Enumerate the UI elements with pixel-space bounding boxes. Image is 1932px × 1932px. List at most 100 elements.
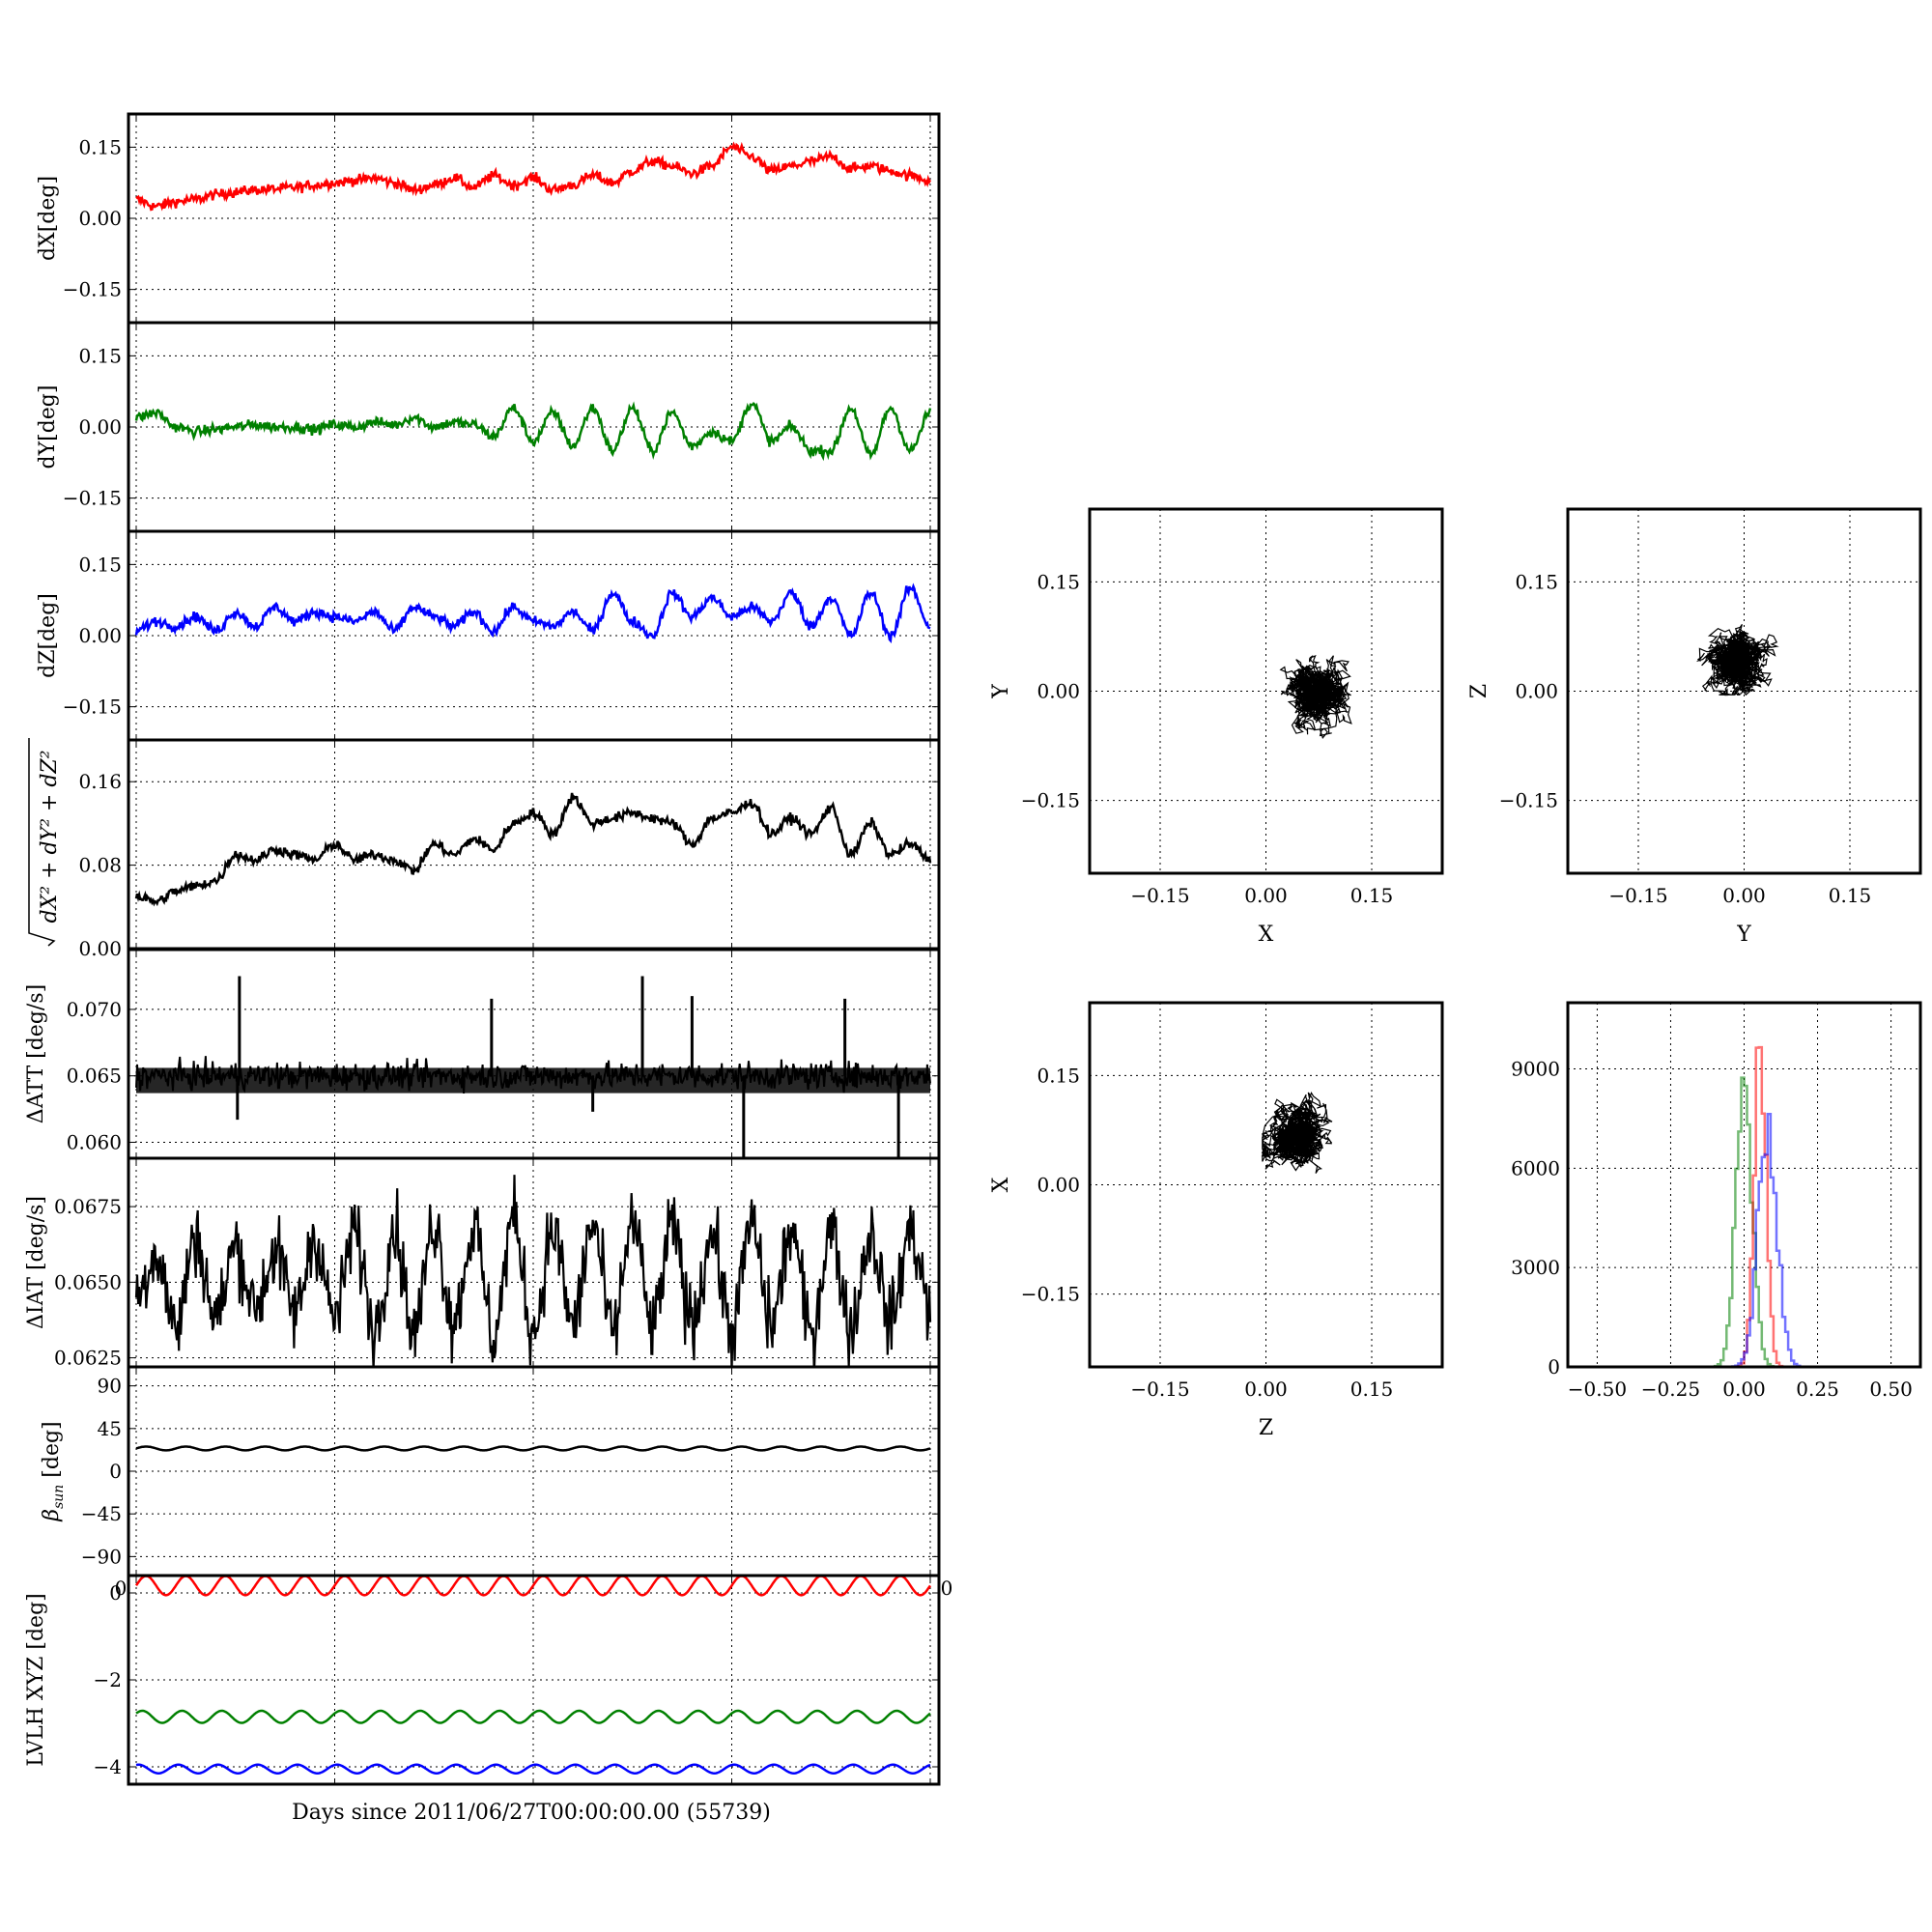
sqrt-symbol <box>28 738 56 947</box>
y-tick-label: −0.15 <box>1499 789 1558 812</box>
x-tick-label: 0.50 <box>1869 1378 1913 1401</box>
y-tick-label: −2 <box>94 1668 122 1691</box>
axes-frame <box>1088 507 1444 875</box>
scatter-trace <box>1695 624 1779 696</box>
y-tick-label: 0.065 <box>67 1065 122 1088</box>
y-axis-label: dX[deg] <box>36 176 60 261</box>
series-line-dy <box>134 401 932 462</box>
y-tick-label: 0.00 <box>1037 680 1080 703</box>
y-tick-label: 0.00 <box>78 207 122 230</box>
y-tick-label: −4 <box>94 1755 122 1778</box>
series-line-beta <box>135 1445 931 1452</box>
x-axis-label: Days since 2011/06/27T00:00:00.00 (55739… <box>292 1801 771 1825</box>
y-tick-label: 0.15 <box>1037 1064 1080 1087</box>
histogram-series <box>1568 1076 1920 1369</box>
axes-frame <box>1088 1001 1444 1369</box>
y-tick-label: 0.15 <box>1515 570 1558 593</box>
scatter-trace <box>1261 1092 1333 1174</box>
series-line-lvlh <box>135 1763 931 1775</box>
y-tick-label: 0.15 <box>78 135 122 158</box>
y-tick-label: −0.15 <box>63 487 122 510</box>
x-tick-label: 0.00 <box>1244 884 1288 907</box>
x-tick-label: 0.00 <box>1722 884 1766 907</box>
scatter-and-histogram-panels: −0.15 0.00 0.15 0.15 0.00 −0.15 X Y −0.15 0.00 0.1… <box>989 507 1922 1440</box>
y-tick-label: 90 <box>98 1375 122 1398</box>
x-tick-label: 0.15 <box>1350 1378 1394 1401</box>
y-axis-label: βsun [deg] <box>40 1421 67 1521</box>
axes-frame <box>1566 1001 1922 1369</box>
y-tick-label: 0.16 <box>78 770 122 793</box>
series-group <box>135 976 931 1158</box>
panel-hist: −0.50 −0.25 0.00 0.25 0.50 9000 6000 3000 0 <box>1511 1001 1922 1401</box>
y-axis-label: X <box>989 1177 1013 1192</box>
y-axis-label: dX² + dY² + dZ² <box>28 738 62 947</box>
y-tick-label: 0.00 <box>78 624 122 647</box>
y-tick-label: 0.070 <box>67 998 122 1021</box>
y-tick-label: 0 <box>1548 1355 1560 1378</box>
scatter-trace <box>1279 654 1352 740</box>
series-line-dz <box>134 582 931 644</box>
series-group <box>134 792 932 907</box>
series-line-diat <box>134 1175 932 1367</box>
y-tick-label: 45 <box>98 1417 122 1440</box>
panel-scatter_yz: −0.15 0.00 0.15 0.15 0.00 −0.15 Y Z <box>1467 507 1922 947</box>
series-line-lvlh <box>135 1709 931 1724</box>
series-group <box>134 1576 932 1775</box>
series-line-datt <box>135 1056 931 1094</box>
panel-datt: 0.070 0.065 0.060 ΔATT [deg/s] <box>24 948 941 1160</box>
y-axis-label: LVLH XYZ [deg] <box>24 1593 48 1767</box>
y-tick-label: 0.15 <box>78 344 122 367</box>
y-tick-label: 0.08 <box>78 854 122 877</box>
y-tick-label: 0.15 <box>1037 570 1080 593</box>
x-tick-label: 0.15 <box>1350 884 1394 907</box>
y-axis-label: Y <box>989 684 1013 699</box>
x-tick-label: 0.15 <box>1829 884 1872 907</box>
panel-drms: 0.16 0.08 0.00 dX² + dY² + dZ² <box>28 738 941 960</box>
x-tick-label: −0.15 <box>1130 884 1189 907</box>
x-tick-label: −0.15 <box>1608 884 1667 907</box>
x-tick-label: 0 <box>115 1577 128 1600</box>
x-tick-label: 0 <box>941 1577 953 1600</box>
panel-scatter_zx: −0.15 0.00 0.15 0.15 0.00 −0.15 Z X <box>989 1001 1444 1440</box>
panel-diat: 0.0675 0.0650 0.0625 ΔIAT [deg/s] <box>24 1156 941 1370</box>
series-line-drms <box>134 792 932 907</box>
y-axis-label: dY[deg] <box>36 385 60 469</box>
series-group <box>134 1175 932 1367</box>
series-group <box>134 582 931 644</box>
x-tick-label: 0.25 <box>1796 1378 1839 1401</box>
panel-beta: 90 45 0 −45 −90 βsun [deg] <box>40 1365 941 1577</box>
y-tick-label: 0 <box>109 1460 122 1483</box>
x-tick-label: −0.50 <box>1568 1378 1627 1401</box>
x-tick-label: 0.00 <box>1244 1378 1288 1401</box>
y-tick-label: 0.060 <box>67 1130 122 1153</box>
x-tick-label: −0.25 <box>1641 1378 1700 1401</box>
y-tick-label: 0.00 <box>1515 680 1558 703</box>
y-axis-label: dZ[deg] <box>36 593 60 678</box>
x-axis-label: Y <box>1736 923 1751 947</box>
y-tick-label: 0.0675 <box>54 1195 122 1218</box>
y-tick-label: −0.15 <box>1021 1283 1080 1306</box>
x-axis-label: Z <box>1259 1416 1273 1440</box>
y-tick-label: 3000 <box>1511 1256 1560 1279</box>
panel-scatter_xy: −0.15 0.00 0.15 0.15 0.00 −0.15 X Y <box>989 507 1444 947</box>
axes-frame <box>127 1574 941 1786</box>
y-axis-label: Z <box>1467 684 1492 698</box>
x-tick-label: 0.00 <box>1722 1378 1766 1401</box>
series-line-dx <box>135 141 932 212</box>
y-tick-label: −90 <box>81 1545 122 1568</box>
series-group <box>134 401 932 462</box>
series-group <box>135 1445 931 1452</box>
y-tick-label: −0.15 <box>63 696 122 719</box>
y-axis-label: ΔATT [deg/s] <box>24 984 48 1123</box>
series-line-lvlh <box>134 1576 932 1597</box>
y-tick-label: 0.00 <box>78 937 122 960</box>
y-tick-label: 0 <box>109 1581 122 1605</box>
x-axis-label: X <box>1259 923 1274 947</box>
y-tick-label: 0.15 <box>78 553 122 576</box>
series-group <box>135 141 932 212</box>
y-axis-label-text: dX² + dY² + dZ² <box>38 750 62 923</box>
y-tick-label: 0.0650 <box>54 1270 122 1293</box>
